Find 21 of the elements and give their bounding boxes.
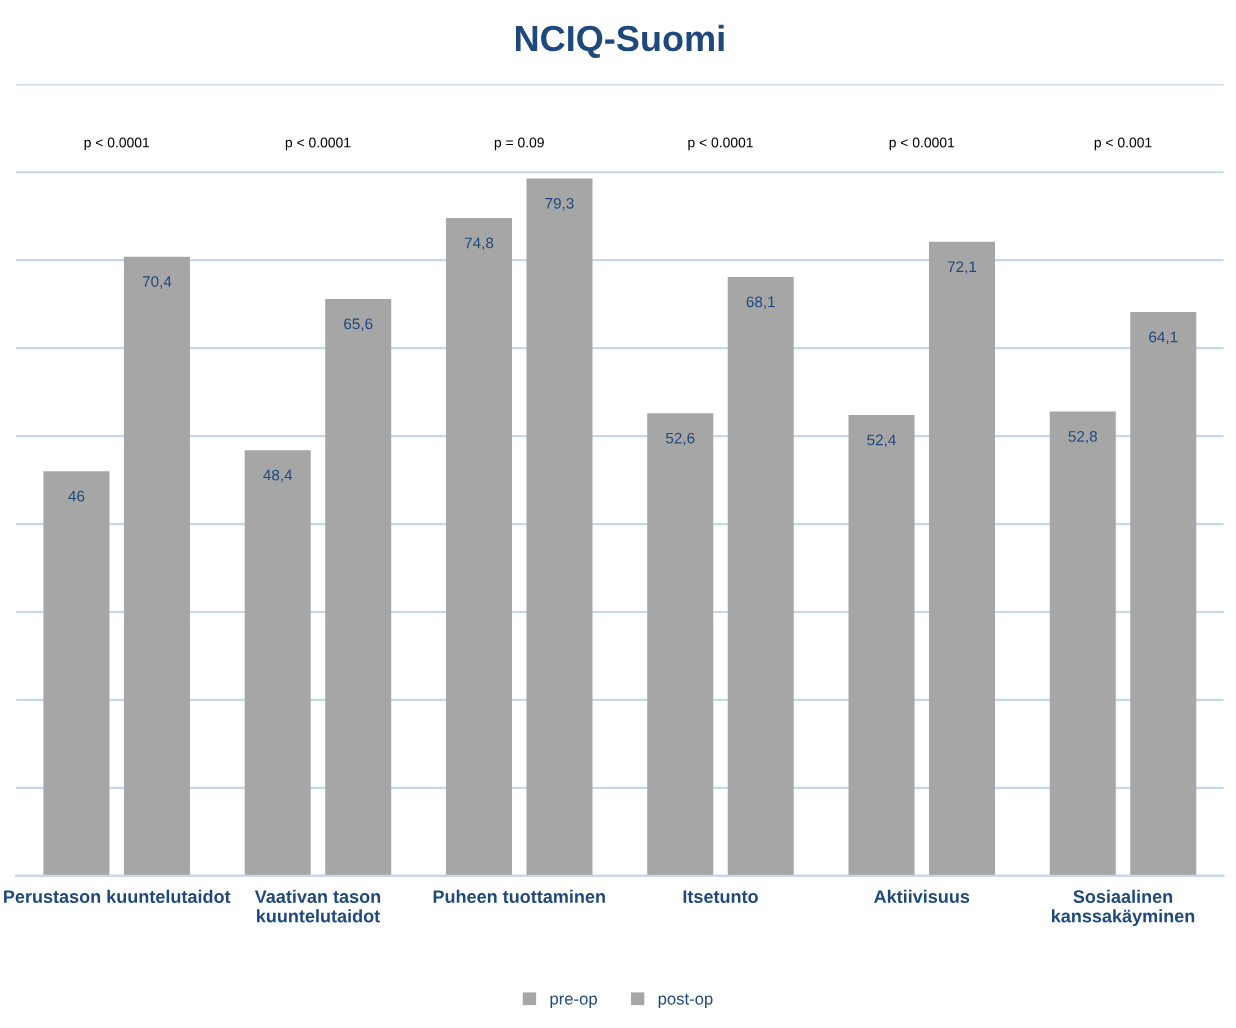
x-tick-label: Aktiivisuus	[874, 889, 970, 904]
bar	[727, 276, 794, 876]
x-tick-label: Perustason kuuntelutaidot	[4, 889, 231, 904]
legend-label: pre-op	[550, 995, 597, 1008]
bar	[123, 256, 190, 876]
bar	[848, 414, 915, 876]
bar	[1130, 312, 1197, 876]
x-tick-label: Itsetunto	[683, 890, 758, 904]
chart-title: NCIQ-Suomi	[515, 24, 724, 59]
legend-label: post-op	[658, 993, 713, 1008]
bar	[244, 450, 311, 876]
bar	[43, 471, 110, 876]
bar	[445, 217, 512, 876]
bar	[1049, 411, 1116, 876]
bar	[325, 298, 392, 876]
bar	[928, 241, 996, 876]
x-tick-label: Vaativan tason kuuntelutaidot	[254, 889, 381, 923]
x-tick-label: Puheen tuottaminen	[433, 889, 605, 904]
bar	[526, 178, 593, 876]
bar	[647, 413, 714, 876]
x-tick-label: Sosiaalinen kanssakäyminen	[1052, 889, 1195, 927]
